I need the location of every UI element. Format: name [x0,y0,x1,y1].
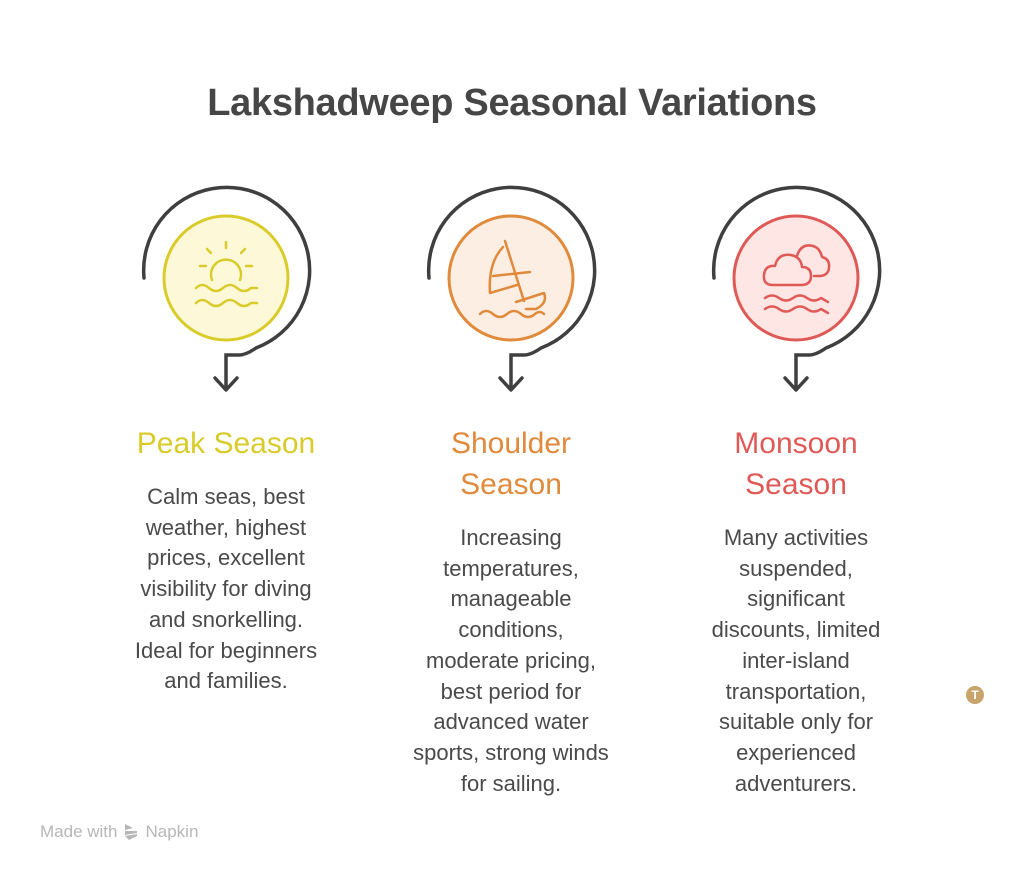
t-badge-icon[interactable]: T [966,686,984,704]
season-description: Many activities suspended, significant d… [711,525,881,796]
made-with-napkin-footer[interactable]: Made with Napkin [40,822,198,842]
napkin-label: Napkin [145,822,199,841]
sailboat-icon [426,185,597,392]
made-with-label: Made with [40,822,118,841]
season-heading: Shoulder Season [450,427,572,501]
napkin-brand: Napkin [123,822,198,842]
season-description: Calm seas, best weather, highest prices,… [134,484,318,694]
napkin-logo-icon [125,824,138,840]
season-description: Increasing temperatures, manageable cond… [413,525,609,796]
page-title: Lakshadweep Seasonal Variations [207,82,817,124]
clouds-over-waves-icon [711,185,882,392]
sun-over-waves-icon [141,185,312,392]
season-heading: Monsoon Season [734,427,858,501]
season-heading: Peak Season [136,427,316,460]
